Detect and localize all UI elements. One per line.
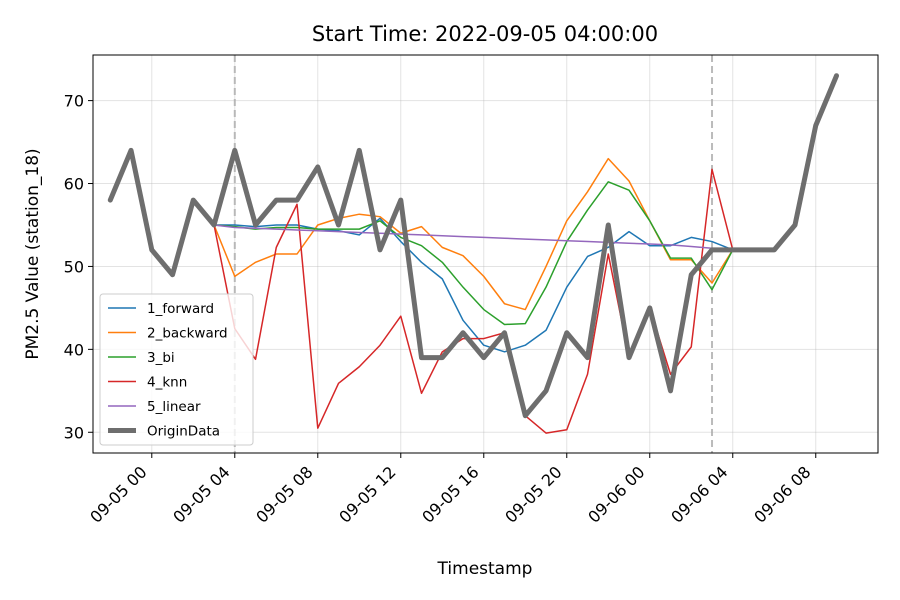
legend-label: 2_backward [147, 326, 228, 342]
x-axis-title: Timestamp [437, 559, 533, 579]
legend: 1_forward 2_backward 3_bi 4_knn 5_linear Orig… [99, 293, 254, 446]
grid-layer [93, 55, 878, 453]
y-tick-label: 40 [64, 340, 84, 359]
legend-label: 3_bi [147, 350, 175, 366]
legend-label: 4_knn [147, 375, 187, 391]
legend-box [99, 293, 254, 446]
legend-label: 5_linear [147, 399, 201, 415]
y-tick-label: 30 [64, 423, 84, 442]
series-line-2_backward [109, 74, 838, 311]
chart-title: Start Time: 2022-09-05 04:00:00 [312, 22, 658, 46]
series-layer [107, 73, 839, 434]
y-axis-title: PM2.5 Value (station_18) [23, 148, 43, 359]
series-line-1_forward [109, 74, 838, 353]
plot-frame [92, 54, 879, 454]
y-tick-label: 70 [64, 92, 84, 111]
legend-label: OriginData [147, 424, 220, 440]
series-line-OriginData [107, 73, 839, 419]
y-tick-label: 50 [64, 257, 84, 276]
y-tick-label: 60 [64, 175, 84, 194]
legend-label: 1_forward [147, 301, 214, 317]
